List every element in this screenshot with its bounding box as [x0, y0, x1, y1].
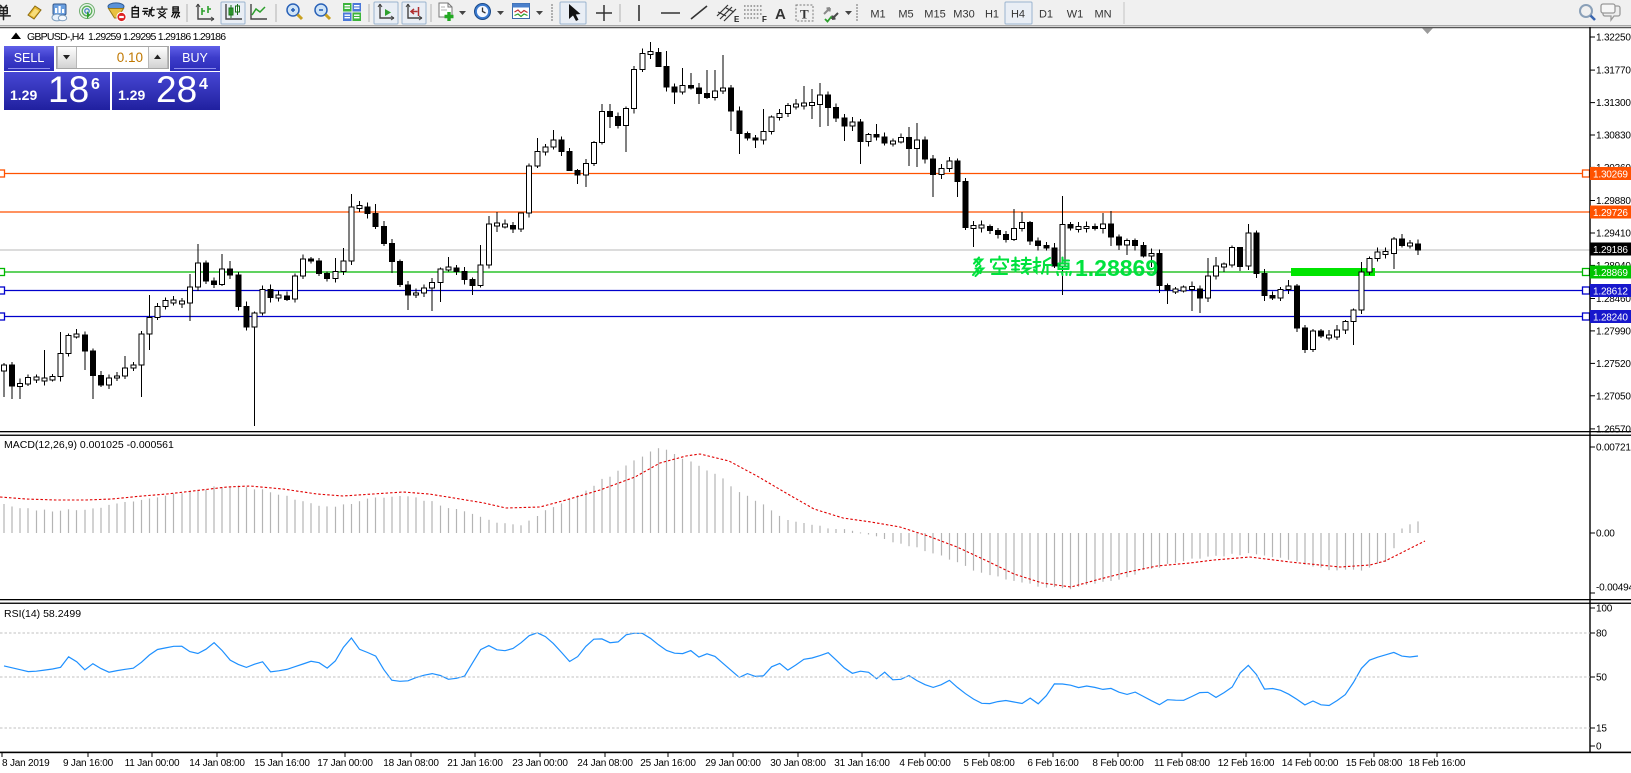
svg-text:100: 100: [1596, 604, 1613, 615]
svg-text:4 Feb 00:00: 4 Feb 00:00: [899, 758, 951, 769]
svg-text:D1: D1: [1039, 9, 1053, 21]
svg-text:1.28460: 1.28460: [1596, 294, 1631, 305]
svg-text:1.27990: 1.27990: [1596, 326, 1631, 337]
svg-text:30 Jan 08:00: 30 Jan 08:00: [770, 758, 826, 769]
svg-text:8 Jan 2019: 8 Jan 2019: [2, 758, 50, 769]
svg-text:18 Jan 08:00: 18 Jan 08:00: [383, 758, 439, 769]
svg-text:14 Feb 00:00: 14 Feb 00:00: [1282, 758, 1339, 769]
svg-text:12 Feb 16:00: 12 Feb 16:00: [1218, 758, 1275, 769]
svg-text:W1: W1: [1067, 9, 1084, 21]
svg-text:1.28869: 1.28869: [1075, 255, 1158, 281]
svg-text:6 Feb 16:00: 6 Feb 16:00: [1027, 758, 1079, 769]
svg-text:M30: M30: [953, 9, 974, 21]
svg-text:F: F: [762, 15, 767, 24]
svg-text:11 Feb 08:00: 11 Feb 08:00: [1154, 758, 1210, 769]
svg-text:31 Jan 16:00: 31 Jan 16:00: [834, 758, 890, 769]
svg-text:80: 80: [1596, 629, 1607, 640]
svg-text:1.29186: 1.29186: [1593, 245, 1628, 256]
svg-text:15 Feb 08:00: 15 Feb 08:00: [1346, 758, 1403, 769]
svg-text:1.28240: 1.28240: [1593, 312, 1628, 323]
svg-text:1.29410: 1.29410: [1596, 229, 1631, 240]
svg-text:MN: MN: [1094, 9, 1111, 21]
svg-text:1.29880: 1.29880: [1596, 196, 1631, 207]
svg-text:5 Feb 08:00: 5 Feb 08:00: [963, 758, 1015, 769]
svg-text:0.00: 0.00: [1596, 529, 1615, 540]
svg-text:15 Jan 16:00: 15 Jan 16:00: [254, 758, 310, 769]
svg-text:24 Jan 08:00: 24 Jan 08:00: [577, 758, 633, 769]
svg-text:1.31770: 1.31770: [1596, 66, 1631, 77]
svg-text:0: 0: [1596, 742, 1602, 753]
svg-text:1.27050: 1.27050: [1596, 391, 1631, 402]
svg-text:18 Feb 16:00: 18 Feb 16:00: [1409, 758, 1466, 769]
svg-text:0.007216: 0.007216: [1596, 443, 1631, 454]
svg-text:H1: H1: [985, 9, 999, 21]
svg-text:1.26570: 1.26570: [1596, 424, 1631, 435]
svg-text:1.32250: 1.32250: [1596, 33, 1631, 44]
svg-text:E: E: [734, 15, 740, 24]
svg-text:T: T: [800, 7, 809, 22]
svg-text:21 Jan 16:00: 21 Jan 16:00: [447, 758, 503, 769]
svg-text:50: 50: [1596, 673, 1607, 684]
svg-text:1.28612: 1.28612: [1593, 286, 1628, 297]
svg-text:GBPUSD-,H4 1.29259 1.29295 1.: GBPUSD-,H4 1.29259 1.29295 1.29186 1.291…: [27, 31, 226, 43]
svg-text:RSI(14) 58.2499: RSI(14) 58.2499: [4, 608, 81, 620]
svg-text:8 Feb 00:00: 8 Feb 00:00: [1092, 758, 1144, 769]
svg-text:29 Jan 00:00: 29 Jan 00:00: [705, 758, 761, 769]
svg-text:1.30269: 1.30269: [1593, 169, 1628, 180]
svg-text:M1: M1: [870, 9, 885, 21]
svg-text:15: 15: [1596, 724, 1607, 735]
svg-text:9 Jan 16:00: 9 Jan 16:00: [63, 758, 114, 769]
svg-text:M5: M5: [898, 9, 913, 21]
svg-text:1.30830: 1.30830: [1596, 131, 1631, 142]
svg-text:-0.004943: -0.004943: [1596, 583, 1631, 594]
svg-text:1.28869: 1.28869: [1593, 268, 1628, 279]
svg-text:25 Jan 16:00: 25 Jan 16:00: [640, 758, 696, 769]
svg-text:A: A: [775, 6, 786, 23]
svg-text:1.27520: 1.27520: [1596, 359, 1631, 370]
svg-text:M15: M15: [924, 9, 945, 21]
svg-text:17 Jan 00:00: 17 Jan 00:00: [317, 758, 373, 769]
svg-text:14 Jan 08:00: 14 Jan 08:00: [189, 758, 245, 769]
svg-text:23 Jan 00:00: 23 Jan 00:00: [512, 758, 568, 769]
svg-text:MACD(12,26,9) 0.001025 -0.0005: MACD(12,26,9) 0.001025 -0.000561: [4, 439, 174, 451]
svg-text:11 Jan 00:00: 11 Jan 00:00: [125, 758, 180, 769]
svg-text:1.31300: 1.31300: [1596, 98, 1631, 109]
svg-text:1.29726: 1.29726: [1593, 208, 1628, 219]
svg-text:H4: H4: [1011, 9, 1025, 21]
